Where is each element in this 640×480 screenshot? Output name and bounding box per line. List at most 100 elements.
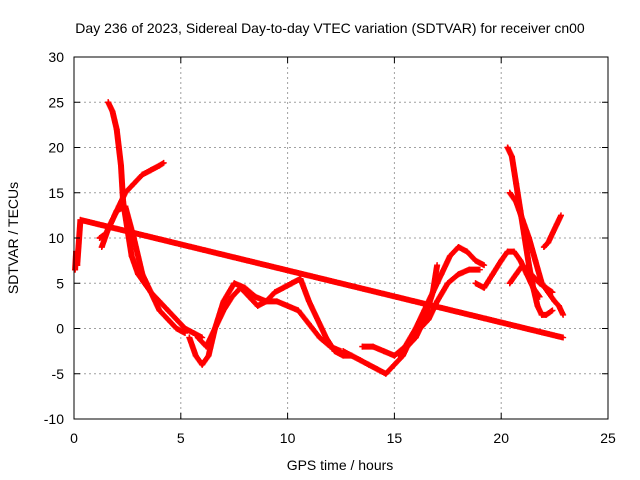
data-point xyxy=(77,216,84,223)
data-point xyxy=(305,298,312,305)
data-point xyxy=(164,316,171,323)
data-point xyxy=(466,266,473,273)
data-point xyxy=(506,280,513,287)
data-point xyxy=(113,126,120,133)
data-point xyxy=(472,280,479,287)
data-point xyxy=(314,316,321,323)
y-tick-label: 10 xyxy=(48,230,64,246)
data-point xyxy=(182,325,189,332)
data-point xyxy=(511,248,518,255)
x-tick-label: 25 xyxy=(600,430,616,446)
data-point xyxy=(481,284,488,291)
data-point xyxy=(549,289,556,296)
data-point xyxy=(534,302,541,309)
data-point xyxy=(455,244,462,251)
data-point xyxy=(560,311,567,318)
data-point xyxy=(549,230,556,237)
data-point xyxy=(519,216,526,223)
data-point xyxy=(72,266,79,273)
data-point xyxy=(553,221,560,228)
data-point xyxy=(199,361,206,368)
data-point xyxy=(237,284,244,291)
x-tick-label: 15 xyxy=(387,430,403,446)
data-point xyxy=(288,280,295,287)
data-point xyxy=(540,244,547,251)
y-tick-label: 25 xyxy=(48,94,64,110)
data-point xyxy=(525,262,532,269)
data-point xyxy=(105,99,112,106)
data-point xyxy=(156,162,163,169)
data-point xyxy=(434,298,441,305)
data-point xyxy=(305,320,312,327)
data-point xyxy=(481,262,488,269)
data-points xyxy=(72,99,567,377)
data-point xyxy=(340,348,347,355)
chart-title: Day 236 of 2023, Sidereal Day-to-day VTE… xyxy=(75,20,585,36)
data-point xyxy=(506,189,513,196)
data-point xyxy=(513,198,520,205)
data-point xyxy=(122,203,129,210)
data-point xyxy=(517,257,524,264)
data-point xyxy=(156,298,163,305)
data-point xyxy=(186,334,193,341)
data-point xyxy=(229,293,236,300)
data-point xyxy=(513,271,520,278)
data-point xyxy=(543,284,550,291)
y-tick-label: 20 xyxy=(48,140,64,156)
data-point xyxy=(412,334,419,341)
data-point xyxy=(273,298,280,305)
data-point xyxy=(404,343,411,350)
data-point xyxy=(434,262,441,269)
data-point xyxy=(98,244,105,251)
y-tick-label: 30 xyxy=(48,49,64,65)
data-point xyxy=(74,262,81,269)
series-track-12 xyxy=(506,262,556,296)
data-point xyxy=(139,271,146,278)
data-point xyxy=(316,334,323,341)
data-point xyxy=(128,253,135,260)
data-point xyxy=(536,280,543,287)
y-tick-label: 5 xyxy=(56,275,64,291)
data-point xyxy=(438,271,445,278)
data-point xyxy=(297,275,304,282)
data-point xyxy=(464,248,471,255)
data-point xyxy=(444,280,451,287)
data-point xyxy=(543,311,550,318)
data-point xyxy=(365,361,372,368)
series-track-10 xyxy=(504,144,556,318)
data-point xyxy=(271,289,278,296)
data-point xyxy=(391,361,398,368)
data-point xyxy=(549,307,556,314)
data-point xyxy=(192,352,199,359)
data-point xyxy=(555,302,562,309)
data-point xyxy=(508,153,515,160)
data-point xyxy=(130,180,137,187)
data-point xyxy=(513,180,520,187)
x-axis-label: GPS time / hours xyxy=(287,457,394,473)
data-point xyxy=(525,235,532,241)
data-point xyxy=(147,167,154,174)
data-point xyxy=(130,235,137,241)
data-point xyxy=(359,343,366,350)
data-point xyxy=(504,248,511,255)
data-point xyxy=(173,316,180,323)
series-track-8 xyxy=(395,262,441,359)
data-point xyxy=(156,307,163,314)
data-point xyxy=(374,366,381,373)
data-point xyxy=(220,298,227,305)
data-point xyxy=(96,235,103,241)
data-point xyxy=(254,302,261,309)
data-point xyxy=(395,352,402,359)
data-point xyxy=(295,307,302,314)
series-outliers xyxy=(72,216,567,341)
data-point xyxy=(504,144,511,151)
x-tick-label: 5 xyxy=(177,430,185,446)
data-point xyxy=(348,352,355,359)
data-point xyxy=(532,257,539,264)
y-tick-label: -5 xyxy=(52,366,65,382)
data-point xyxy=(160,159,167,166)
data-point xyxy=(498,257,505,264)
data-point xyxy=(205,352,212,359)
series-track-5 xyxy=(194,275,355,359)
